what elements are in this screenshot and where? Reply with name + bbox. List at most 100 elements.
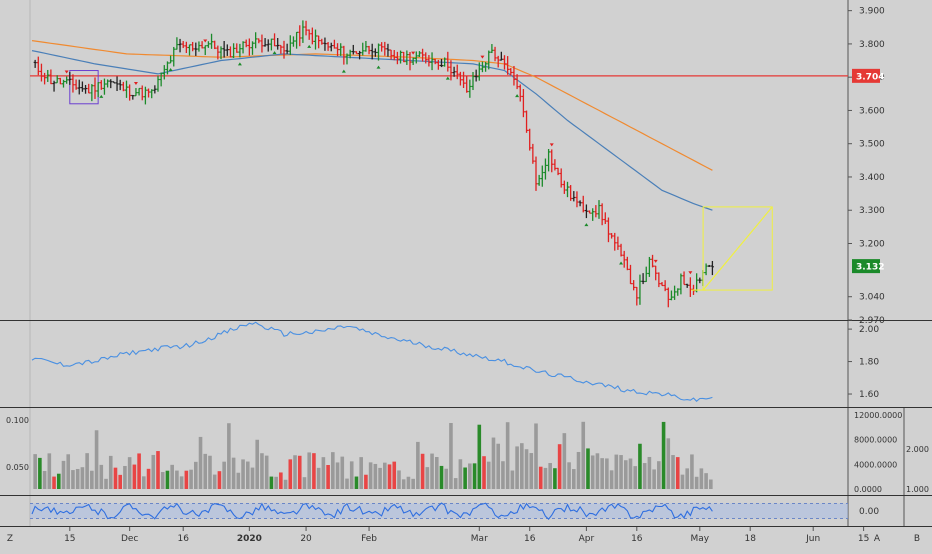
time-tick-label: 15	[858, 534, 869, 544]
volume-bar	[595, 453, 600, 489]
buy-signal-marker	[99, 94, 104, 98]
volume-bar	[297, 455, 302, 489]
volume-bar	[349, 461, 354, 489]
resistance-label: 3.704	[856, 72, 884, 82]
volume-bar	[359, 457, 363, 489]
volume-bar	[94, 430, 99, 489]
time-tick-label: Feb	[361, 534, 377, 544]
volume-bar	[647, 456, 652, 489]
time-tick-label: 18	[744, 534, 756, 544]
volume-bar	[241, 459, 245, 489]
volume-bar	[666, 438, 671, 489]
volume-bar	[605, 458, 609, 489]
volume-bar	[184, 470, 189, 489]
volume-bar	[146, 468, 151, 489]
volume-bar	[401, 479, 406, 489]
volume-bar	[690, 454, 694, 489]
sell-signal-marker	[133, 82, 138, 86]
sell-signal-marker	[64, 70, 69, 74]
volume-bar	[75, 468, 80, 489]
sell-signal-marker	[688, 271, 693, 275]
volume-bar	[61, 460, 66, 489]
volume-bar	[392, 461, 397, 489]
volume-bar	[99, 464, 104, 489]
volume-bar	[699, 468, 704, 489]
volume-bar	[524, 449, 529, 489]
volume-tick-label-far-right: 2.000	[906, 445, 929, 454]
volume-bar	[652, 469, 656, 489]
volume-bar	[293, 455, 297, 489]
projection-box	[702, 206, 773, 291]
volume-bar	[123, 465, 127, 489]
volume-bar	[453, 478, 458, 489]
volume-bar	[151, 454, 156, 489]
buy-signal-marker	[168, 68, 173, 72]
volume-bar	[444, 468, 449, 489]
time-tick-label: 16	[631, 534, 643, 544]
volume-bar	[477, 424, 482, 489]
volume-bar	[576, 451, 581, 489]
time-tick-label: 2020	[237, 534, 262, 544]
volume-bar	[581, 421, 586, 489]
volume-bar	[80, 467, 85, 489]
volume-bar	[633, 466, 638, 489]
volume-bar	[671, 455, 675, 489]
volume-bar	[165, 470, 170, 489]
volume-bar	[113, 467, 118, 489]
volume-bar	[142, 476, 146, 489]
time-tick-label: Dec	[121, 534, 138, 544]
time-tick-label: 16	[177, 534, 189, 544]
volume-bar	[231, 457, 236, 489]
volume-bar	[590, 455, 595, 489]
volume-bar	[160, 472, 165, 489]
volume-bar	[505, 422, 510, 489]
volume-bar	[449, 423, 453, 489]
volume-bar	[482, 456, 486, 489]
buy-signal-marker	[237, 62, 242, 66]
volume-bar	[38, 457, 42, 489]
volume-bar	[198, 436, 203, 489]
resistance-label-box	[852, 68, 880, 83]
price-tick-label: 3.900	[859, 7, 885, 17]
volume-bar	[496, 443, 500, 489]
volume-bar	[538, 466, 543, 489]
volume-tick-label-right: 4000.0000	[854, 460, 897, 469]
last-price-label-box	[852, 259, 880, 274]
volume-bar	[458, 459, 463, 489]
volume-bar	[378, 467, 382, 489]
volume-bar	[416, 441, 420, 489]
buy-signal-marker	[272, 51, 277, 55]
volume-bar	[534, 423, 538, 489]
volume-bar	[572, 469, 576, 489]
volume-bar	[694, 476, 699, 489]
volume-tick-label-right: 0.0000	[854, 485, 882, 494]
volume-bar	[127, 457, 132, 489]
volume-bar	[47, 453, 52, 489]
volume-bar	[468, 463, 472, 489]
volume-bar	[335, 462, 340, 489]
price-tick-label: 3.400	[859, 173, 885, 183]
volume-bar	[264, 455, 269, 489]
volume-bar	[208, 455, 212, 489]
volume-tick-label-right: 8000.0000	[854, 436, 897, 445]
volume-bar	[316, 467, 321, 489]
volume-bar	[66, 454, 71, 489]
volume-bar	[642, 463, 647, 489]
volume-bar	[203, 453, 208, 489]
sell-signal-marker	[411, 51, 416, 55]
volume-bar	[71, 470, 75, 489]
time-tick-label: Jun	[805, 534, 820, 544]
volume-bar	[614, 454, 619, 489]
volume-bar	[288, 459, 293, 489]
volume-bar	[562, 433, 567, 489]
time-tick-label: 16	[524, 534, 536, 544]
volume-bar	[619, 455, 623, 489]
volume-tick-label-right: 12000.0000	[854, 411, 902, 420]
volume-bar	[340, 456, 345, 489]
volume-bar	[132, 464, 137, 489]
volume-bar	[411, 478, 415, 489]
volume-bar	[170, 464, 174, 489]
volume-bar	[42, 470, 47, 489]
last-price-label: 3.132	[856, 263, 884, 273]
